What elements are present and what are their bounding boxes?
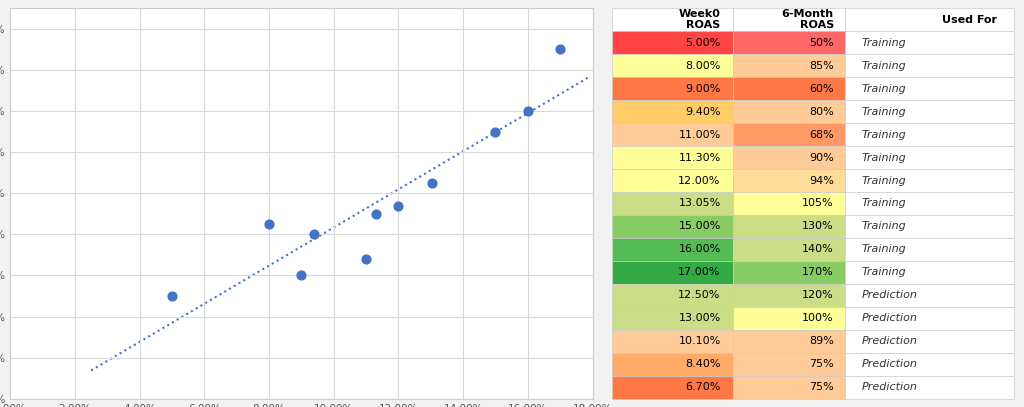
Point — [357, 256, 374, 262]
Point — [390, 202, 407, 209]
Point — [424, 179, 440, 186]
Point — [368, 210, 384, 217]
Point — [552, 46, 568, 53]
Point — [293, 272, 309, 279]
Point — [306, 231, 323, 238]
Point — [261, 221, 278, 228]
Point — [164, 293, 180, 299]
Title: 6-Month ROAS: 6-Month ROAS — [237, 0, 367, 1]
Point — [487, 128, 504, 135]
Point — [519, 108, 536, 114]
